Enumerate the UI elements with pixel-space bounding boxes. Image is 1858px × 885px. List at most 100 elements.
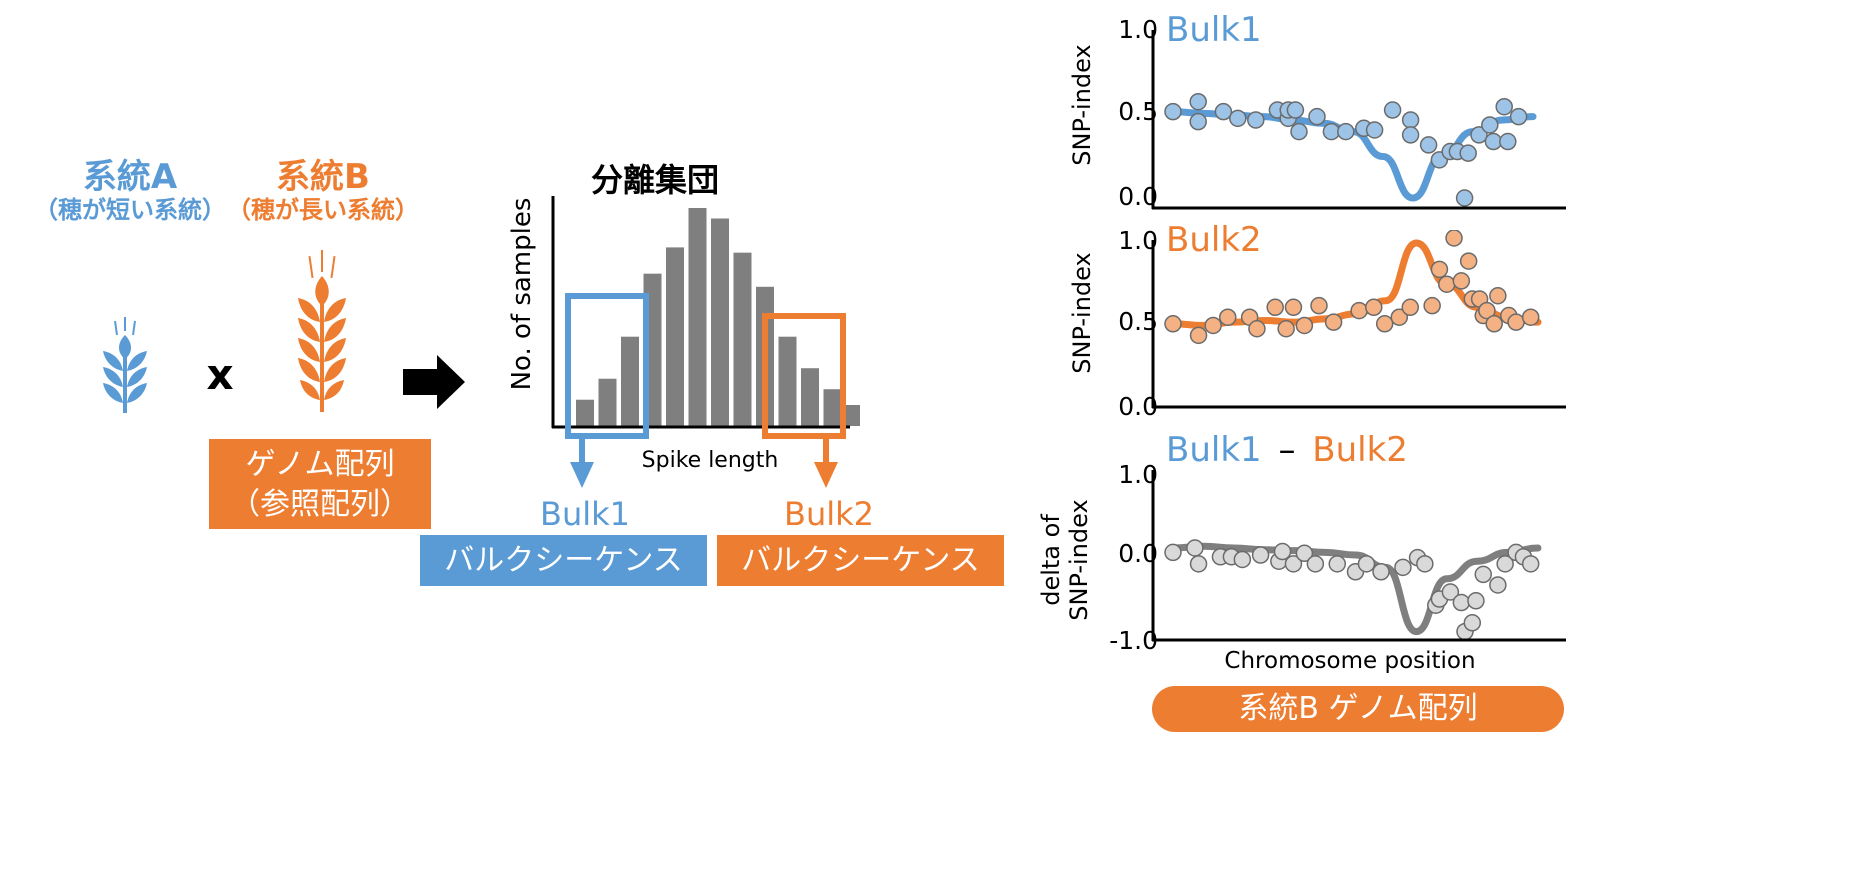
data-point [1273,542,1292,561]
data-point [1499,132,1517,151]
p2-title: Bulk2 [1166,220,1262,260]
data-point [1474,565,1492,584]
data-point [1383,101,1402,119]
p1-ylabel: SNP-index [1068,44,1096,166]
data-point [1467,592,1485,610]
data-point [1401,126,1420,144]
parent-a-name: 系統A [82,157,178,197]
right-arrow-icon [403,355,465,409]
data-point [1438,275,1456,293]
p3-ytick-mid: 0.0 [1118,539,1158,568]
bulk1-seq-box: バルクシーケンス [420,535,707,586]
data-point [1485,315,1503,333]
data-point [1286,101,1305,119]
p3-title-bulk1: Bulk1 [1166,430,1262,470]
parent-b-desc: （穂が長い系統） [227,196,419,224]
data-point [1416,555,1434,573]
data-point [1186,539,1204,557]
bulk1-label: Bulk1 [539,495,630,533]
data-point [1375,315,1394,333]
p3-ytick-bottom: -1.0 [1109,626,1158,655]
data-point [1277,320,1295,338]
histogram-bar [576,399,594,426]
bulk2-label: Bulk2 [783,495,874,533]
parent-b-name: 系統B [276,157,370,197]
parent-a-desc: （穂が短い系統） [34,196,226,224]
data-point [1251,546,1270,564]
histogram-chart [551,196,860,429]
p3-ylabel-line2: SNP-index [1065,499,1093,621]
p2-ylabel: SNP-index [1068,252,1096,374]
data-point [1266,298,1284,317]
p1-title: Bulk1 [1166,10,1262,50]
data-point [1365,298,1383,317]
data-point [1496,555,1514,573]
data-point [1372,563,1390,581]
data-point [1445,230,1463,247]
histogram-bar [711,218,729,426]
histogram-bar [621,336,639,426]
data-point [1233,550,1252,569]
data-point [1459,144,1477,162]
bulk2-selection-box [762,313,846,439]
data-point [1489,287,1507,305]
data-point [1401,298,1419,317]
data-point [1189,326,1208,345]
histogram-xlabel: Spike length [641,448,779,473]
data-point [1324,313,1343,331]
histogram-bar [846,404,860,426]
histogram-bar [666,247,684,426]
data-point [1478,301,1496,320]
histogram-bar [733,252,752,426]
p3-ytick-top: 1.0 [1118,460,1158,489]
plot-delta [1151,470,1566,642]
data-point [1229,109,1247,128]
data-point [1470,126,1488,144]
data-point [1423,296,1441,315]
plot-bulk2 [1151,230,1566,409]
p3-xlabel: Chromosome position [1224,648,1476,674]
plot-bulk1 [1151,30,1566,210]
cross-symbol: x [206,350,234,399]
data-point [1290,122,1308,141]
reference-box-line2: （参照配列） [230,487,410,522]
p3-title-bulk2: Bulk2 [1312,430,1408,470]
data-point [1310,296,1328,315]
data-point [1455,189,1474,207]
histogram-bar [598,378,617,426]
histogram-bar [688,208,707,426]
bulk-selection-overlay [565,293,846,488]
data-point [1507,313,1525,331]
data-point [1248,320,1266,338]
data-point [1295,316,1314,335]
fit-line [1169,542,1542,636]
data-point [1430,260,1449,279]
data-point [1306,555,1325,573]
data-point [1390,308,1409,326]
data-point [1214,102,1233,121]
data-point [1357,555,1376,573]
histogram-bar [823,389,842,426]
data-point [1452,593,1471,612]
data-point [1489,576,1507,594]
data-point [1337,122,1355,141]
data-point [1219,308,1237,326]
reference-box-line1: ゲノム配列 [245,447,395,482]
p2-ytick-top: 1.0 [1118,226,1158,255]
genome-label-pill: 系統B ゲノム配列 [1152,686,1564,732]
p2-ytick-mid: 0.5 [1118,307,1158,336]
p1-ytick-top: 1.0 [1118,15,1158,44]
data-point [1284,298,1303,317]
data-point [1509,107,1528,126]
histogram-ylabel: No. of samples [507,197,537,391]
data-point [1419,136,1438,154]
histogram-title: 分離集団 [590,161,719,199]
bulk1-selection-box [565,293,649,439]
data-point [1247,111,1265,129]
fit-line [1169,108,1537,202]
data-point [1365,121,1384,139]
p1-ytick-bottom: 0.0 [1118,182,1158,211]
data-point [1481,116,1499,134]
data-point [1521,555,1540,573]
data-point [1328,555,1346,573]
